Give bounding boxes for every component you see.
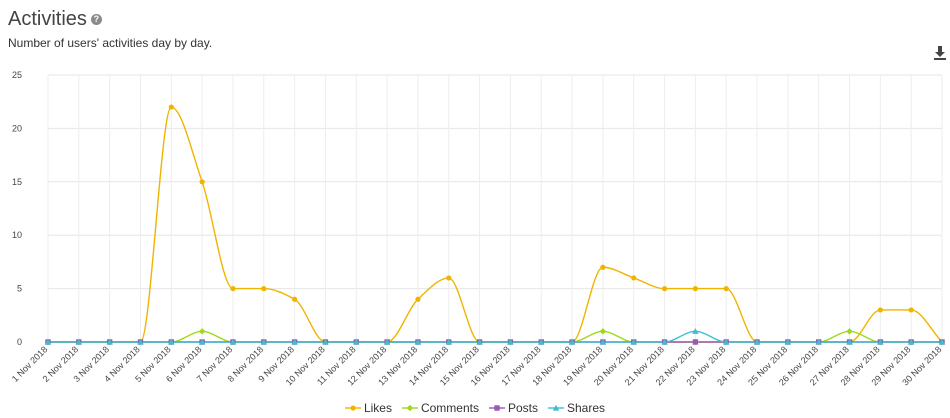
legend-swatch — [548, 404, 564, 411]
help-icon[interactable]: ? — [90, 14, 102, 25]
point-likes — [199, 179, 205, 185]
point-likes — [661, 286, 668, 292]
y-axis: 0 5 10 15 20 25 — [12, 70, 22, 347]
legend-item-likes[interactable]: Likes — [344, 401, 392, 415]
point-likes — [723, 286, 729, 292]
point-shares — [507, 338, 514, 345]
download-icon[interactable] — [934, 46, 946, 60]
point-shares — [538, 338, 545, 345]
series-lines — [47, 106, 943, 343]
point-shares — [353, 338, 360, 345]
point-likes — [600, 264, 606, 270]
point-likes — [446, 275, 452, 281]
point-shares — [445, 338, 452, 345]
y-tick-label: 0 — [17, 337, 22, 347]
y-tick-label: 20 — [12, 123, 22, 133]
point-shares — [692, 328, 699, 334]
point-shares — [44, 338, 52, 345]
legend-label: Posts — [507, 401, 538, 415]
legend-item-shares[interactable]: Shares — [548, 401, 605, 415]
point-shares — [106, 338, 113, 345]
point-likes — [415, 296, 421, 302]
point-shares — [599, 338, 607, 345]
y-tick-label: 10 — [12, 230, 22, 240]
legend-label: Comments — [420, 401, 479, 415]
point-shares — [784, 338, 792, 345]
series-line-comments — [47, 330, 942, 343]
point-shares — [877, 338, 884, 345]
point-shares — [414, 338, 422, 345]
point-shares — [168, 338, 175, 345]
point-likes — [292, 296, 298, 302]
legend-swatch — [344, 405, 361, 411]
point-shares — [938, 338, 946, 345]
point-shares — [75, 338, 83, 345]
point-shares — [568, 338, 576, 345]
point-shares — [260, 338, 267, 345]
legend-label: Shares — [567, 401, 606, 415]
y-tick-label: 25 — [12, 70, 22, 80]
point-shares — [907, 338, 915, 345]
chart-grid — [47, 74, 943, 343]
point-shares — [476, 338, 483, 345]
legend-item-posts[interactable]: Posts — [488, 401, 538, 415]
title-row: Activities ? — [8, 8, 102, 31]
point-comments — [198, 328, 206, 335]
point-shares — [229, 338, 237, 345]
chart-legend: Likes Comments Posts Shares — [0, 401, 950, 415]
point-comments — [846, 328, 853, 335]
point-likes — [692, 286, 698, 292]
point-shares — [198, 338, 206, 345]
point-shares — [383, 338, 391, 345]
page-title: Activities — [8, 8, 87, 30]
point-likes — [631, 275, 637, 281]
point-likes — [168, 104, 174, 110]
point-shares — [630, 338, 637, 345]
series-markers — [44, 104, 946, 346]
point-likes — [261, 286, 267, 292]
point-likes — [230, 286, 236, 292]
legend-swatch-marker — [350, 405, 356, 411]
point-shares — [846, 338, 853, 345]
legend-swatch — [488, 405, 505, 411]
point-shares — [661, 338, 668, 345]
y-tick-label: 15 — [12, 177, 22, 187]
legend-label: Likes — [363, 401, 392, 415]
point-comments — [599, 328, 607, 335]
point-shares — [723, 338, 730, 345]
series-line-shares — [47, 330, 942, 343]
point-shares — [137, 338, 144, 345]
point-likes — [877, 307, 883, 313]
legend-swatch-marker — [552, 404, 560, 411]
legend-swatch-marker — [494, 405, 500, 411]
point-shares — [322, 338, 329, 345]
y-tick-label: 5 — [17, 284, 22, 294]
legend-swatch-marker — [406, 404, 414, 412]
point-shares — [753, 338, 761, 345]
point-shares — [291, 338, 298, 345]
page-subtitle: Number of users' activities day by day. — [8, 36, 213, 50]
legend-swatch — [401, 404, 418, 412]
legend-item-comments[interactable]: Comments — [401, 401, 479, 415]
point-likes — [908, 307, 914, 313]
point-posts — [692, 339, 699, 345]
series-line-likes — [47, 106, 943, 343]
point-shares — [815, 338, 822, 345]
